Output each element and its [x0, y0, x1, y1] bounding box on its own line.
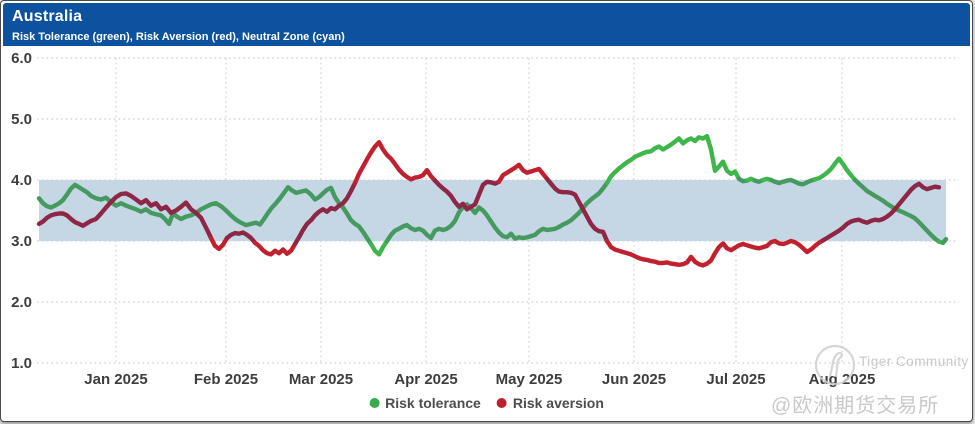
x-tick-label: Apr 2025	[394, 371, 457, 388]
legend-label: Risk tolerance	[385, 395, 481, 411]
x-tick-label: Mar 2025	[289, 371, 353, 388]
y-tick-label: 2.0	[11, 294, 32, 311]
x-tick-label: May 2025	[496, 371, 563, 388]
chart-header: Australia Risk Tolerance (green), Risk A…	[3, 3, 970, 46]
x-tick-label: Jul 2025	[706, 371, 765, 388]
x-tick-label: Feb 2025	[194, 371, 258, 388]
page-title: Australia	[12, 8, 83, 25]
watermark-community: Tiger Community	[859, 354, 969, 369]
x-tick-label: Jun 2025	[602, 371, 666, 388]
y-tick-label: 3.0	[11, 233, 32, 250]
watermark-handle: @欧洲期货交易所Eurex	[771, 395, 940, 421]
risk-tolerance-line	[36, 133, 949, 257]
y-tick-label: 5.0	[11, 111, 32, 128]
risk-aversion-line	[36, 140, 942, 268]
y-tick-label: 4.0	[11, 172, 32, 189]
y-tick-label: 1.0	[11, 355, 32, 372]
legend-label: Risk aversion	[512, 395, 604, 411]
gridlines: 6.0 5.0 4.0 3.0 2.0 1.0 Jan 2025 Feb 2025 Mar 20…	[11, 50, 959, 388]
legend-dot-icon	[369, 398, 380, 408]
chart-subtitle: Risk Tolerance (green), Risk Aversion (r…	[12, 31, 345, 43]
tiger-community-logo-icon	[814, 344, 856, 386]
legend: Risk tolerance Risk aversion	[369, 395, 604, 411]
legend-item-risk-aversion[interactable]: Risk aversion	[496, 395, 604, 411]
legend-item-risk-tolerance[interactable]: Risk tolerance	[369, 395, 481, 411]
x-tick-label: Aug 2025	[809, 371, 876, 388]
x-tick-label: Jan 2025	[84, 371, 147, 388]
y-tick-label: 6.0	[11, 50, 32, 67]
legend-dot-icon	[496, 398, 507, 408]
